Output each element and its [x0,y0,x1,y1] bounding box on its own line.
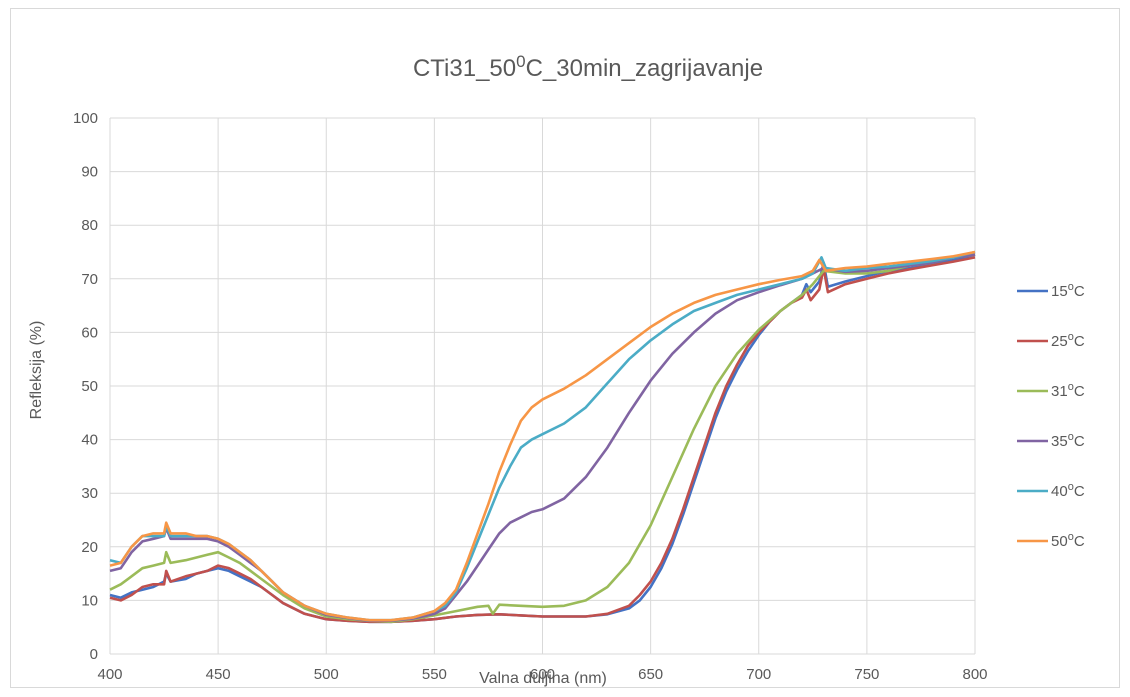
legend-label-degree: o [1068,431,1074,443]
y-tick-label: 100 [73,110,98,127]
legend-label-31c: 31oC [1051,381,1085,400]
chart-title-suffix: C_30min_zagrijavanje [526,55,763,82]
legend-label-unit: C [1074,283,1085,300]
chart-title-sup: 0 [516,52,525,71]
y-tick-label: 80 [81,217,98,234]
x-tick-label: 750 [854,666,879,683]
y-tick-label: 20 [81,539,98,556]
legend-label-40c: 40oC [1051,481,1085,500]
legend-label-degree: o [1068,531,1074,543]
series-line-50c [109,250,976,622]
chart-title: CTi31_500C_30min_zagrijavanje [413,52,763,82]
x-tick-label: 550 [422,666,447,683]
legend-label-unit: C [1074,533,1085,550]
legend-label-35c: 35oC [1051,431,1085,450]
x-tick-label: 400 [97,666,122,683]
legend-label-unit: C [1074,483,1085,500]
x-tick-label: 650 [638,666,663,683]
y-tick-label: 0 [90,646,98,663]
x-axis-title: Valna duljina (nm) [479,670,607,687]
legend-label-unit: C [1074,433,1085,450]
legend-label-value: 35 [1051,433,1068,450]
legend-label-degree: o [1068,331,1074,343]
legend-label-50c: 50oC [1051,531,1085,550]
x-tick-label: 800 [962,666,987,683]
x-tick-label: 450 [206,666,231,683]
y-tick-label: 50 [81,378,98,395]
legend-label-degree: o [1068,481,1074,493]
y-tick-label: 30 [81,485,98,502]
legend-label-value: 31 [1051,383,1068,400]
legend-label-25c: 25oC [1051,331,1085,350]
axis-ticks: 0 10 20 30 40 50 60 70 80 90 100 400 450 500 550 600 650… [73,110,988,683]
series-line-25c [109,256,976,624]
line-chart: CTi31_500C_30min_zagrijavanje 0102030405… [28,52,1085,687]
y-tick-label: 90 [81,164,98,181]
y-axis-title: Refleksija (%) [28,321,45,420]
legend-label-degree: o [1068,381,1074,393]
y-tick-label: 40 [81,432,98,449]
legend-label-unit: C [1074,383,1085,400]
legend-label-value: 50 [1051,533,1068,550]
y-tick-label: 60 [81,324,98,341]
gridlines [109,117,976,655]
y-tick-label: 70 [81,271,98,288]
chart-title-prefix: CTi31_50 [413,55,516,82]
y-tick-label: 10 [81,592,98,609]
legend-label-15c: 15oC [1051,281,1085,300]
series-lines [109,250,976,624]
legend-label-value: 25 [1051,333,1068,350]
legend-label-degree: o [1068,281,1074,293]
legend-label-value: 15 [1051,283,1068,300]
x-tick-label: 500 [314,666,339,683]
chart-area: CTi31_500C_30min_zagrijavanje 0 10 20 30 40 5… [10,8,1120,688]
legend-label-value: 40 [1051,483,1068,500]
series-line-31c [109,253,976,624]
legend-label-unit: C [1074,333,1085,350]
x-tick-label: 600 [530,666,555,683]
x-tick-label: 700 [746,666,771,683]
